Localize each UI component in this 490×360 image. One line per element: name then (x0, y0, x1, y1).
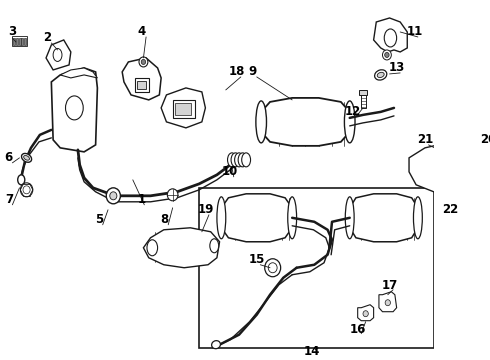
Ellipse shape (256, 101, 267, 143)
Text: 10: 10 (222, 165, 238, 178)
Circle shape (21, 183, 33, 197)
Circle shape (385, 300, 391, 306)
Polygon shape (350, 194, 418, 242)
Ellipse shape (242, 153, 250, 167)
Circle shape (167, 189, 178, 201)
Polygon shape (161, 88, 205, 128)
Polygon shape (409, 142, 474, 192)
Circle shape (106, 188, 121, 204)
Bar (19, 38, 21, 45)
Circle shape (265, 259, 281, 277)
Ellipse shape (344, 101, 355, 143)
Text: 4: 4 (138, 26, 146, 39)
Polygon shape (221, 194, 292, 242)
Bar (172, 100, 195, 118)
Text: 2: 2 (43, 31, 51, 45)
Bar (137, 81, 146, 89)
Text: 21: 21 (417, 133, 433, 147)
Ellipse shape (22, 153, 31, 162)
Bar (361, 90, 366, 108)
Text: 5: 5 (95, 213, 103, 226)
Ellipse shape (53, 49, 62, 62)
Circle shape (412, 207, 417, 213)
Text: 19: 19 (197, 203, 214, 216)
Text: 18: 18 (229, 66, 245, 78)
Ellipse shape (377, 72, 384, 77)
Ellipse shape (231, 153, 240, 167)
Bar (16, 38, 18, 45)
Polygon shape (46, 40, 71, 70)
Ellipse shape (227, 153, 236, 167)
Text: 20: 20 (481, 133, 490, 147)
Circle shape (363, 311, 368, 317)
Polygon shape (379, 292, 396, 312)
Text: 3: 3 (8, 26, 17, 39)
Text: 7: 7 (5, 193, 13, 206)
Bar (21, 38, 24, 45)
Polygon shape (60, 68, 98, 78)
Circle shape (139, 57, 148, 67)
Text: 22: 22 (441, 203, 458, 216)
Ellipse shape (238, 153, 247, 167)
Text: 1: 1 (138, 193, 146, 206)
Text: 13: 13 (389, 62, 405, 75)
Text: 8: 8 (161, 213, 169, 226)
Bar (24, 38, 26, 45)
Circle shape (110, 192, 117, 200)
Text: 9: 9 (248, 66, 256, 78)
Circle shape (268, 263, 277, 273)
Polygon shape (51, 68, 98, 152)
Bar (199, 188, 434, 348)
Polygon shape (122, 58, 161, 100)
Circle shape (385, 53, 389, 58)
Ellipse shape (384, 29, 396, 47)
Ellipse shape (212, 341, 220, 349)
Polygon shape (144, 228, 220, 268)
Text: 16: 16 (349, 323, 366, 336)
Bar (135, 78, 149, 92)
Bar (360, 90, 368, 95)
Polygon shape (261, 98, 350, 146)
Text: 15: 15 (248, 253, 265, 266)
Text: 17: 17 (381, 279, 398, 292)
Ellipse shape (66, 96, 83, 120)
Ellipse shape (235, 153, 244, 167)
Ellipse shape (210, 239, 219, 253)
Ellipse shape (18, 175, 25, 185)
Circle shape (409, 204, 419, 216)
Bar (13, 38, 16, 45)
Polygon shape (476, 144, 490, 178)
Circle shape (383, 50, 392, 60)
Text: 14: 14 (303, 345, 320, 358)
Bar (175, 103, 191, 115)
Ellipse shape (288, 197, 296, 239)
Circle shape (436, 162, 450, 178)
Ellipse shape (147, 240, 158, 256)
Ellipse shape (345, 197, 354, 239)
Ellipse shape (217, 197, 226, 239)
Polygon shape (358, 305, 373, 321)
Polygon shape (373, 18, 407, 52)
Ellipse shape (24, 156, 29, 160)
Text: 12: 12 (344, 105, 361, 118)
Ellipse shape (414, 197, 422, 239)
Bar (12, 36, 27, 46)
Text: 11: 11 (406, 26, 422, 39)
Text: 6: 6 (5, 151, 13, 165)
Ellipse shape (375, 70, 387, 80)
Circle shape (141, 59, 146, 64)
Circle shape (439, 166, 446, 174)
Circle shape (23, 186, 30, 194)
